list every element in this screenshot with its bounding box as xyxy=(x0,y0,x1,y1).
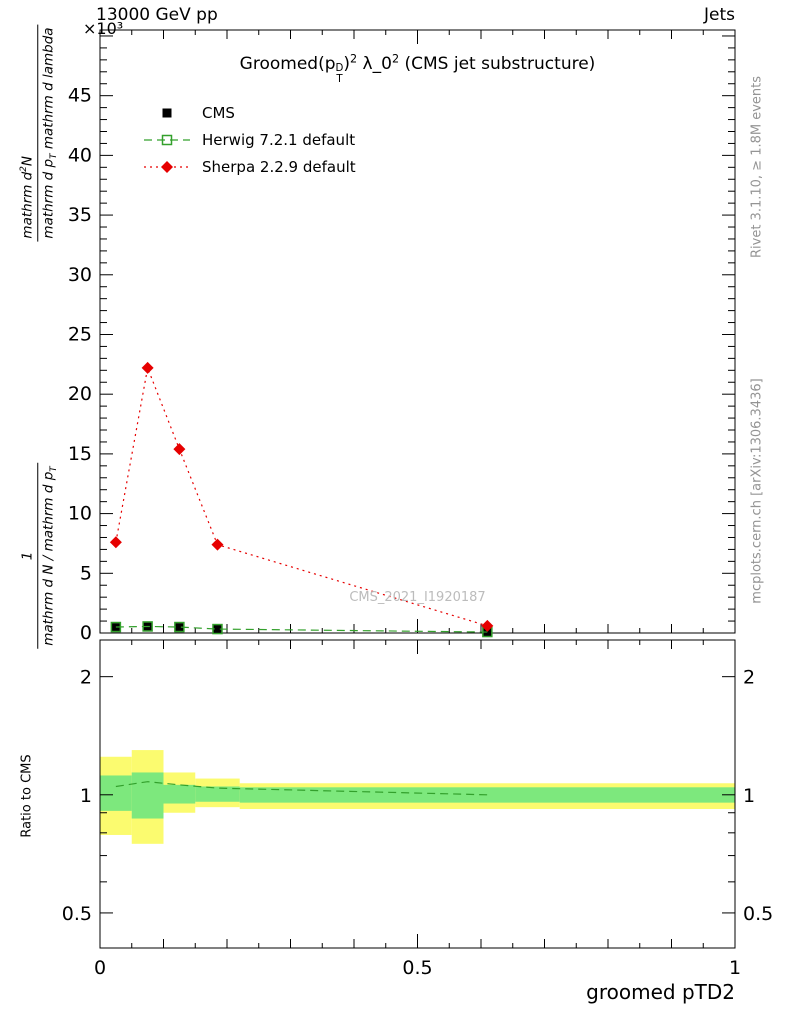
legend-label: Sherpa 2.2.9 default xyxy=(202,157,356,176)
legend-item-0: CMS xyxy=(142,99,356,126)
legend-item-1: Herwig 7.2.1 default xyxy=(142,126,356,153)
svg-text:30: 30 xyxy=(68,264,92,286)
legend-marker-icon xyxy=(144,160,190,173)
svg-text:10: 10 xyxy=(68,503,92,525)
x-axis-label: groomed pTD2 xyxy=(586,980,735,1004)
svg-text:45: 45 xyxy=(68,85,92,107)
ylabel-lower-denominator: mathrm d N / mathrm d pT xyxy=(37,463,59,649)
legend-item-2: Sherpa 2.2.9 default xyxy=(142,153,356,180)
legend: CMS Herwig 7.2.1 default Sherpa 2.2.9 defa… xyxy=(142,99,356,180)
beam-energy-label: 13000 GeV pp xyxy=(96,5,218,25)
ylabel-upper-denominator: mathrm d pT mathrm d lambda xyxy=(37,24,59,242)
svg-text:0.5: 0.5 xyxy=(62,903,92,925)
svg-text:0.5: 0.5 xyxy=(743,903,773,925)
svg-text:0: 0 xyxy=(80,622,92,644)
svg-text:1: 1 xyxy=(743,785,755,807)
svg-text:5: 5 xyxy=(80,562,92,584)
svg-text:15: 15 xyxy=(68,443,92,465)
svg-text:1: 1 xyxy=(729,957,741,979)
svg-text:40: 40 xyxy=(68,144,92,166)
legend-marker-icon xyxy=(144,134,190,145)
svg-text:25: 25 xyxy=(68,323,92,345)
legend-label: Herwig 7.2.1 default xyxy=(202,130,356,149)
axis-scale-label: ×10³ xyxy=(83,19,124,38)
ylabel-upper-numerator: mathrm d2N xyxy=(18,155,36,239)
legend-marker-icon xyxy=(162,108,172,117)
analysis-watermark: CMS_2021_I1920187 xyxy=(349,590,486,605)
legend-label: CMS xyxy=(202,103,235,122)
svg-text:2: 2 xyxy=(80,667,92,689)
svg-text:0.5: 0.5 xyxy=(402,957,432,979)
svg-text:35: 35 xyxy=(68,204,92,226)
ylabel-lower-numerator: 1 xyxy=(19,551,36,561)
svg-text:2: 2 xyxy=(743,667,755,689)
svg-text:1: 1 xyxy=(80,785,92,807)
analysis-group-label: Jets xyxy=(704,5,735,25)
svg-text:20: 20 xyxy=(68,383,92,405)
plot-title: Groomed(p D T)2 λ_02 (CMS jet substructure… xyxy=(239,52,596,86)
svg-text:0: 0 xyxy=(94,957,106,979)
